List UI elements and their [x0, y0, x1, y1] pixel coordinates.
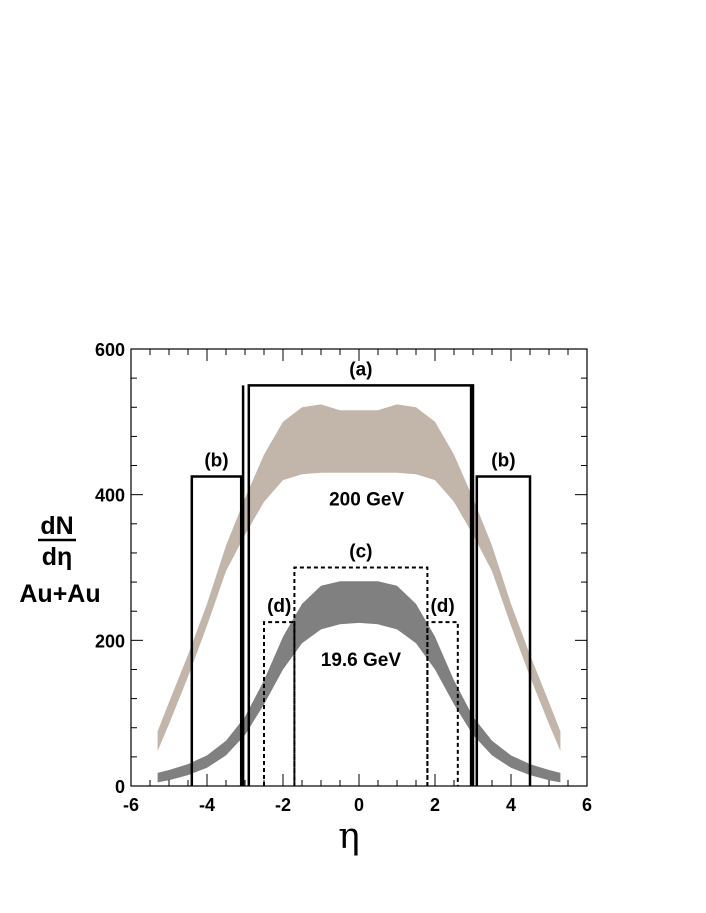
x-tick-label: 6: [582, 795, 592, 815]
x-tick-label: -4: [199, 795, 215, 815]
acceptance-box: [247, 384, 475, 786]
y-tick-label: 600: [95, 340, 125, 360]
series-annotation: 200 GeV: [329, 490, 404, 511]
acceptance-box-label: (b): [491, 450, 515, 471]
bands-layer: [157, 404, 561, 783]
acceptance-box-label: (c): [349, 542, 372, 563]
acceptance-box-label: (d): [430, 596, 454, 617]
acceptance-box-label: (d): [267, 596, 291, 617]
x-axis-label: η: [338, 816, 360, 857]
annotations-layer: 200 GeV 19.6 GeV: [321, 490, 405, 671]
acceptance-boxes-layer: (a) (b) (b) (c) (d) (d): [190, 359, 532, 786]
x-tick-label: 2: [430, 795, 440, 815]
band-19-6gev: [157, 581, 561, 783]
x-tick-label: 4: [506, 795, 516, 815]
acceptance-box-label: (a): [349, 359, 372, 380]
y-tick-label: 400: [95, 486, 125, 506]
acceptance-box: [475, 475, 532, 786]
y-tick-label: 200: [95, 631, 125, 651]
x-tick-label: -6: [123, 795, 139, 815]
band-200gev: [157, 404, 561, 751]
y-tick-label: 0: [115, 777, 125, 797]
y-axis-label-numerator: dN: [40, 512, 73, 540]
acceptance-box: [426, 621, 459, 786]
acceptance-box: [190, 475, 243, 786]
axes-layer: -6 -4 -2 0 2 4 6 0 200 400 600: [95, 340, 592, 815]
system-label: Au+Au: [19, 580, 100, 608]
y-axis-label-denominator: dη: [42, 543, 73, 571]
x-tick-label: 0: [354, 795, 364, 815]
acceptance-box: [263, 621, 296, 786]
series-annotation: 19.6 GeV: [321, 650, 402, 671]
x-tick-label: -2: [275, 795, 291, 815]
acceptance-box-label: (b): [204, 450, 228, 471]
